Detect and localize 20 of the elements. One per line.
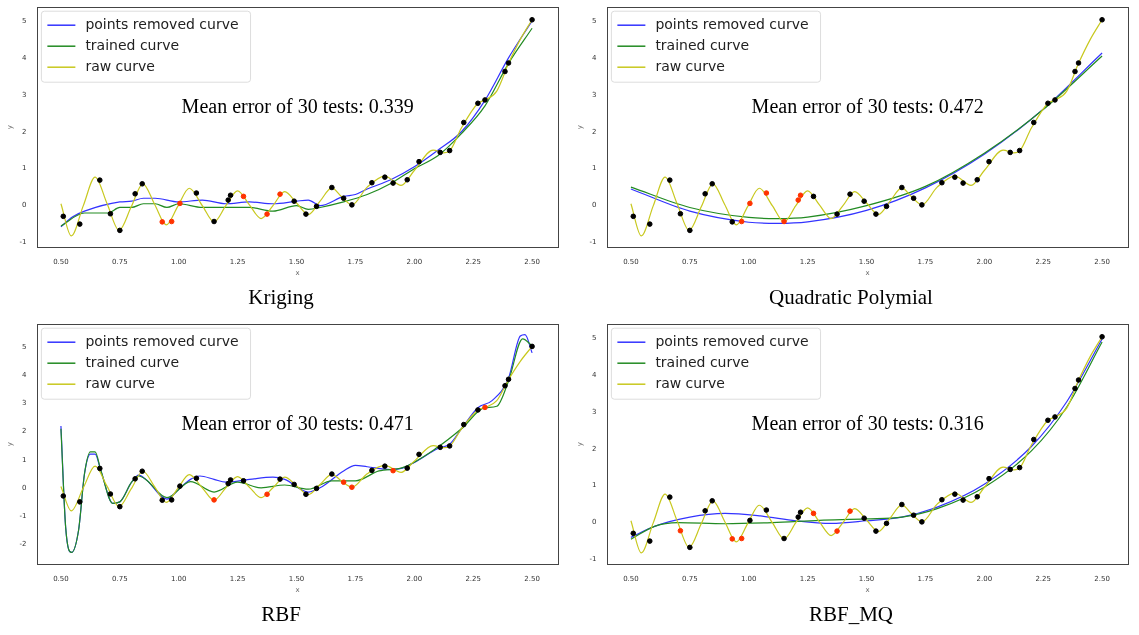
- legend-label: raw curve: [655, 57, 725, 74]
- legend-label: trained curve: [85, 36, 180, 53]
- legend-label: raw curve: [85, 374, 155, 391]
- annotation: Mean error of 30 tests: 0.339: [181, 95, 414, 118]
- legend-label: points removed curve: [85, 332, 239, 349]
- legend-label: trained curve: [85, 353, 180, 370]
- legend-label: points removed curve: [655, 332, 809, 349]
- text: RBF: [261, 601, 301, 626]
- legend-label: raw curve: [85, 57, 155, 74]
- annotation: Mean error of 30 tests: 0.472: [751, 95, 984, 118]
- annotation: Mean error of 30 tests: 0.316: [751, 412, 984, 435]
- text: Quadratic Polymial: [769, 284, 934, 309]
- legend-label: trained curve: [655, 36, 750, 53]
- legend-label: points removed curve: [655, 15, 809, 32]
- legend-label: trained curve: [655, 353, 750, 370]
- legend-label: points removed curve: [85, 15, 239, 32]
- text: Kriging: [248, 284, 315, 309]
- text: RBF_MQ: [808, 601, 894, 626]
- annotation: Mean error of 30 tests: 0.471: [181, 412, 414, 435]
- legend-label: raw curve: [655, 374, 725, 391]
